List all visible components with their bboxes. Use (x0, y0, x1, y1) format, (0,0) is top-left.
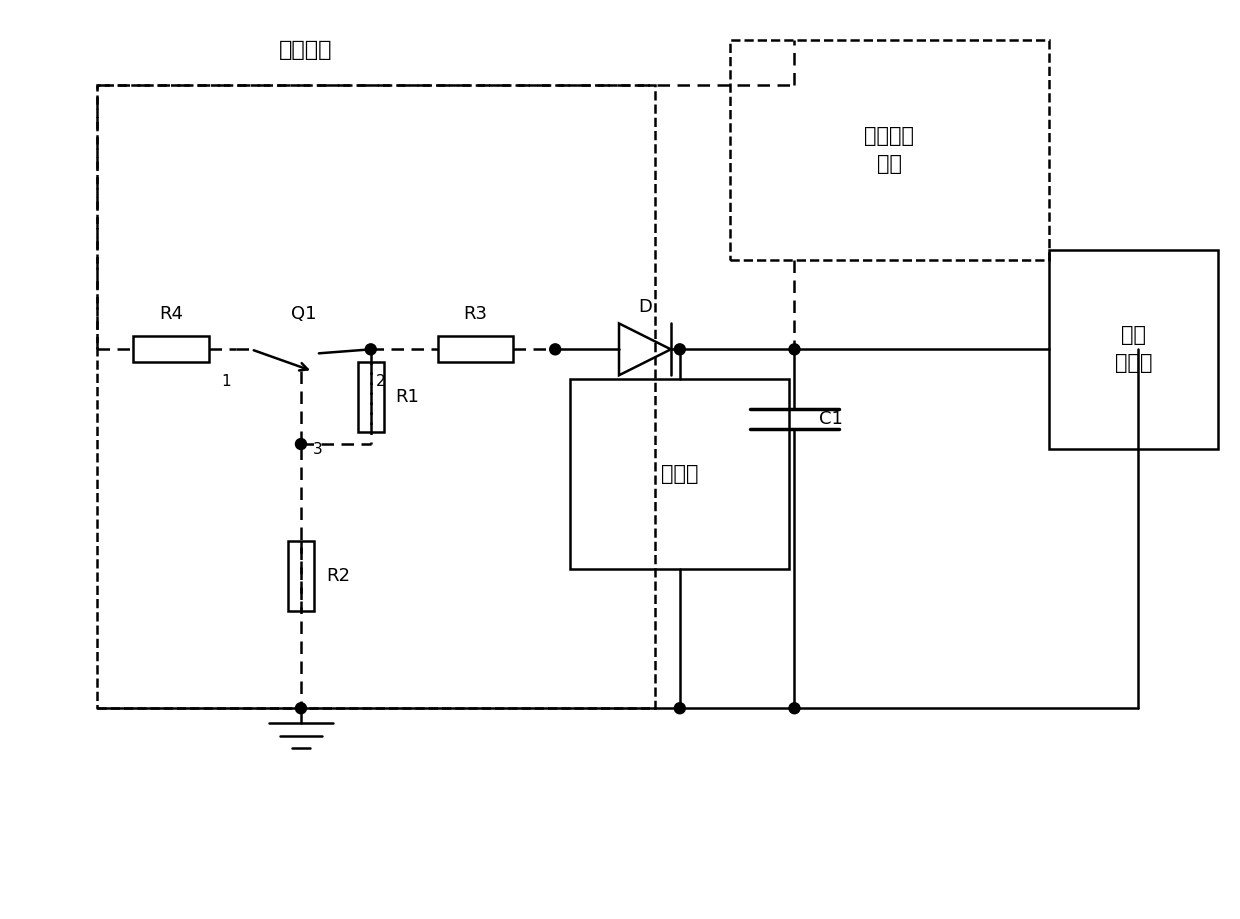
Circle shape (789, 344, 800, 355)
Text: 充电电路: 充电电路 (279, 40, 332, 61)
Bar (1049, 250, 1218, 449)
Circle shape (295, 438, 306, 449)
Text: 电能
输出端: 电能 输出端 (1115, 325, 1152, 373)
Circle shape (366, 344, 376, 355)
Text: C1: C1 (820, 410, 843, 428)
Text: R2: R2 (326, 567, 350, 585)
Text: R3: R3 (464, 305, 487, 323)
Bar (134, 336, 210, 362)
Circle shape (789, 703, 800, 714)
Bar (358, 362, 383, 432)
Circle shape (549, 344, 560, 355)
Bar (97, 85, 655, 709)
Text: R1: R1 (396, 388, 419, 405)
Text: 3: 3 (312, 442, 322, 457)
Circle shape (295, 703, 306, 714)
Circle shape (675, 703, 686, 714)
Text: 蓄电池: 蓄电池 (661, 464, 698, 484)
Bar (288, 541, 314, 611)
Text: 2: 2 (376, 374, 386, 390)
Text: R4: R4 (160, 305, 184, 323)
Bar (438, 336, 513, 362)
Circle shape (675, 344, 686, 355)
Text: 1: 1 (222, 374, 231, 390)
Text: D: D (639, 299, 652, 316)
Text: Q1: Q1 (290, 305, 316, 323)
Text: 外部充电
电源: 外部充电 电源 (864, 126, 914, 174)
Bar (729, 40, 1049, 259)
Bar (570, 380, 790, 569)
